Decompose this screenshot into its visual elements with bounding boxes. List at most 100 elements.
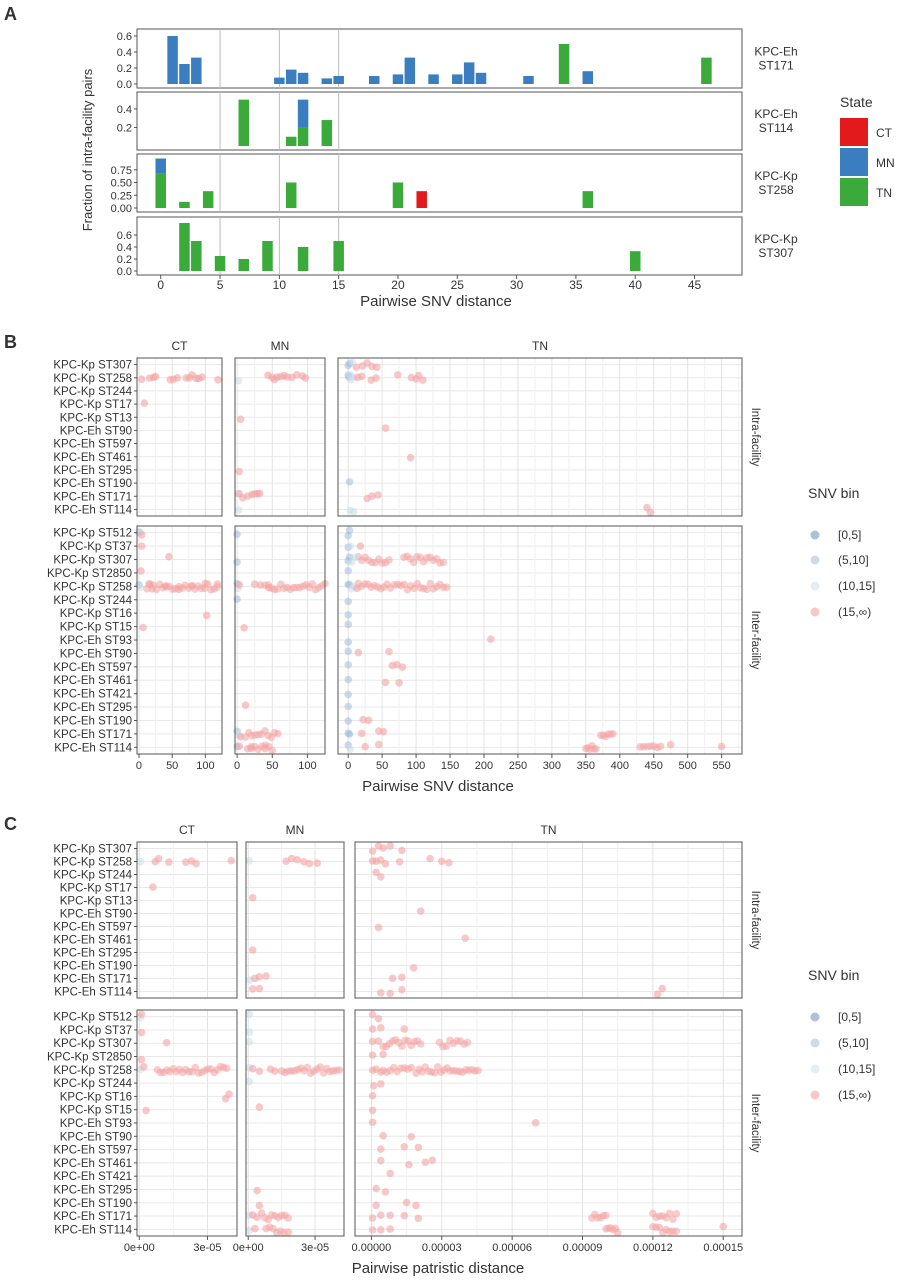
y-tick-label: KPC-Kp ST244 <box>53 1078 132 1090</box>
x-tick-label: 0 <box>136 760 142 772</box>
x-tick-label: 0.00006 <box>492 1242 532 1254</box>
facet-frame <box>245 841 345 999</box>
y-tick-label: KPC-Kp ST13 <box>60 412 132 424</box>
data-point <box>136 857 145 866</box>
data-point <box>316 1063 325 1071</box>
facet-frame <box>136 216 743 276</box>
y-tick-label: KPC-Eh ST114 <box>54 742 132 754</box>
legend-swatch-mn <box>840 148 868 176</box>
bar-tn <box>392 182 404 208</box>
data-point <box>305 859 314 868</box>
x-tick-label: 50 <box>166 760 178 772</box>
data-point <box>402 1198 411 1207</box>
bar-mn <box>191 57 202 84</box>
y-tick-label: KPC-Kp ST15 <box>60 622 132 634</box>
data-point <box>227 856 236 865</box>
data-point <box>377 1211 385 1220</box>
data-point <box>386 1169 394 1178</box>
y-tick-label: KPC-Eh ST93 <box>60 635 132 647</box>
bar-tn <box>285 136 297 146</box>
bar-mn <box>463 62 475 84</box>
data-point <box>344 611 352 619</box>
dot-layer <box>344 358 655 517</box>
y-tick-label: KPC-Eh ST461 <box>53 935 132 947</box>
y-tick-label: 0.6 <box>117 31 132 43</box>
data-point <box>368 1118 377 1127</box>
data-point <box>137 1055 146 1064</box>
data-point <box>372 363 381 372</box>
data-point <box>474 1066 482 1075</box>
bar-tn <box>238 259 250 271</box>
data-point <box>395 858 404 866</box>
x-tick-label: 0 <box>157 278 164 292</box>
data-point <box>345 477 354 486</box>
bar-mn <box>523 76 534 84</box>
data-point <box>416 907 425 915</box>
data-point <box>385 556 393 564</box>
data-point <box>240 624 248 632</box>
data-point <box>154 854 163 863</box>
y-tick-label: 0.4 <box>117 47 132 59</box>
data-point <box>407 1132 416 1141</box>
x-tick-label: 15 <box>332 278 346 292</box>
data-point <box>439 558 448 567</box>
data-point <box>414 1214 423 1223</box>
data-point <box>214 376 222 384</box>
legend-label-bin-15-inf: (15,∞) <box>838 1088 871 1102</box>
legend-label-bin-10-15: (10,15] <box>838 1062 875 1076</box>
data-point <box>233 595 241 603</box>
y-tick-label: 0.75 <box>111 165 132 177</box>
dot-layer <box>344 526 726 753</box>
y-tick-label: KPC-Eh ST171 <box>53 1211 132 1223</box>
data-point <box>361 742 369 751</box>
y-tick-label: KPC-Kp ST17 <box>60 399 132 411</box>
y-tick-label: KPC-Eh ST461 <box>53 675 132 687</box>
data-point <box>274 729 282 738</box>
data-point <box>609 730 617 738</box>
data-point <box>353 584 361 593</box>
data-point <box>416 1040 425 1048</box>
data-point <box>386 842 394 850</box>
bar-mn <box>321 78 333 84</box>
data-point <box>379 1131 387 1140</box>
data-point <box>430 1069 439 1077</box>
y-tick-label: KPC-Eh ST461 <box>53 1158 132 1170</box>
data-point <box>381 424 390 432</box>
data-point <box>374 923 383 932</box>
legend-label-bin-5-10: (5,10] <box>838 553 869 567</box>
facet-frame <box>354 1009 743 1237</box>
row-strip-label: Inter-facility <box>749 611 761 670</box>
row-strip-label: Intra-facility <box>749 408 761 467</box>
panel-b-legend: SNV bin [0,5] (5,10] (10,15] (15,∞) <box>808 485 875 619</box>
data-point <box>344 690 352 699</box>
data-point <box>140 399 149 407</box>
data-point <box>293 855 302 864</box>
data-point <box>234 506 243 514</box>
bar-tn <box>701 57 712 84</box>
bar-mn <box>297 72 309 84</box>
x-tick-label: 0.00000 <box>352 1242 392 1254</box>
facet-background <box>338 358 742 516</box>
data-point <box>262 972 270 980</box>
panel-c-x-axis-title: Pairwise patristic distance <box>352 1260 525 1277</box>
y-tick-label: 0.0 <box>117 266 132 278</box>
legend-label-bin-5-10: (5,10] <box>838 1036 869 1050</box>
dot-layer <box>234 371 310 514</box>
data-point <box>346 542 355 551</box>
bar-mn <box>404 57 416 84</box>
data-point <box>374 1014 383 1023</box>
data-point <box>344 675 352 684</box>
data-point <box>388 974 397 983</box>
dot-layer <box>136 1010 233 1115</box>
data-point <box>646 508 655 517</box>
legend-label-bin-0-5: [0,5] <box>838 528 861 542</box>
dot-layer <box>368 1010 728 1237</box>
x-tick-label: 50 <box>266 760 278 772</box>
data-point <box>419 376 427 384</box>
legend-dot-bin-5-10 <box>810 555 820 565</box>
legend-dot-bin-0-5 <box>810 1012 820 1022</box>
panel-b-x-axis-title: Pairwise SNV distance <box>362 778 514 795</box>
y-tick-label: KPC-Kp ST307 <box>53 844 132 856</box>
